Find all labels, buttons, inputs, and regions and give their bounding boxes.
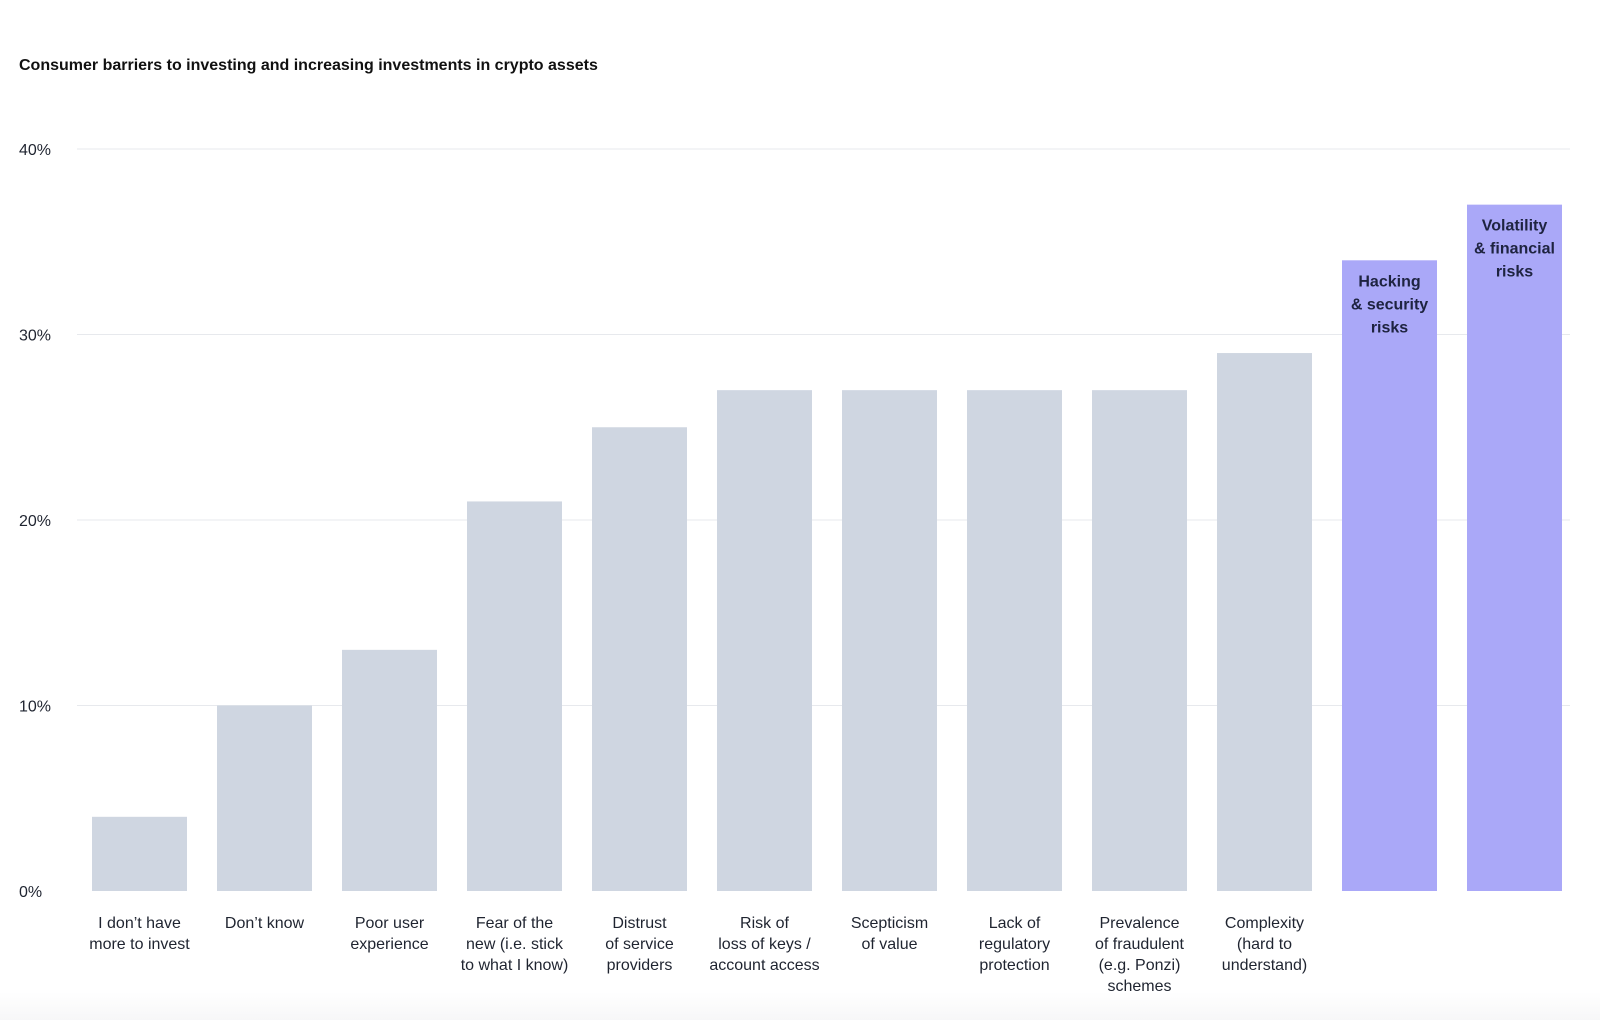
page-bottom-fade (0, 992, 1600, 1020)
y-axis-ticks: 0% 10% 20% 30% 40% (19, 142, 51, 901)
gridlines (77, 148, 1570, 706)
bar (467, 501, 562, 891)
x-tick-label: Fear of the new (i.e. stick to what I know… (461, 915, 569, 974)
x-tick-label: Distrust of service providers (605, 915, 674, 974)
y-tick-label: 0% (19, 884, 42, 901)
x-tick-label: Prevalence of fraudulent (e.g. Ponzi) schem… (1095, 915, 1185, 995)
bar-inside-label: Volatility & financial risks (1474, 218, 1555, 281)
bar (842, 390, 937, 891)
bar (1467, 204, 1562, 891)
chart-title: Consumer barriers to investing and incre… (19, 57, 598, 74)
x-tick-label: Risk of loss of keys / account access (709, 915, 819, 974)
y-tick-label: 20% (19, 513, 51, 530)
y-tick-label: 40% (19, 142, 51, 159)
bar (217, 705, 312, 891)
x-tick-label: Complexity (hard to understand) (1222, 915, 1307, 974)
bar (1217, 353, 1312, 891)
bar (1092, 390, 1187, 891)
bar (92, 816, 187, 891)
x-tick-label: Poor user experience (350, 915, 428, 953)
category-labels: I don’t have more to invest Don’t know Poor… (89, 218, 1555, 995)
bar (342, 649, 437, 891)
x-tick-label: I don’t have more to invest (89, 915, 190, 953)
bar (1342, 260, 1437, 891)
x-tick-label: Scepticism of value (851, 915, 928, 953)
x-tick-label: Lack of regulatory protection (979, 915, 1050, 974)
bar-inside-label: Hacking & security risks (1351, 273, 1428, 336)
bars (92, 204, 1562, 891)
y-tick-label: 30% (19, 328, 51, 345)
x-tick-label: Don’t know (225, 915, 305, 932)
bar (592, 427, 687, 891)
bar (967, 390, 1062, 891)
bar (717, 390, 812, 891)
y-tick-label: 10% (19, 699, 51, 716)
